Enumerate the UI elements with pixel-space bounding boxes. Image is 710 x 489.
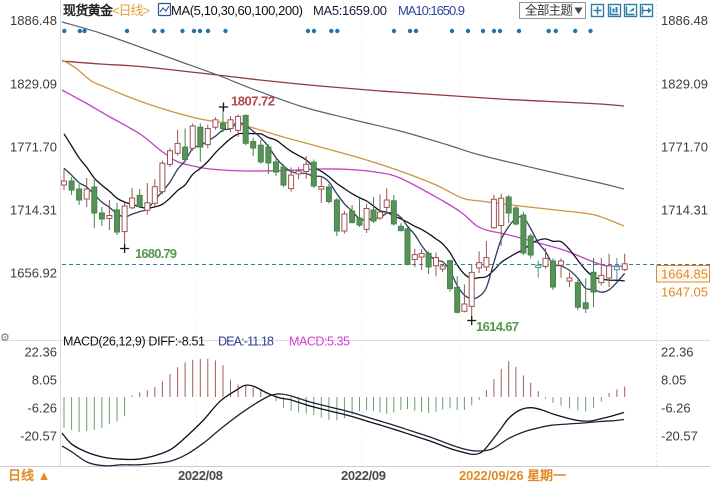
svg-text:8.05: 8.05 [661,373,686,388]
svg-text:全部主题: 全部主题 [525,3,573,18]
svg-text:1886.48: 1886.48 [661,13,708,28]
svg-text:-6.26: -6.26 [661,401,691,416]
svg-text:1829.09: 1829.09 [661,77,708,92]
svg-text:22.36: 22.36 [24,345,57,360]
svg-text:1807.72: 1807.72 [231,94,275,109]
svg-text:DEA:-11.18: DEA:-11.18 [218,335,274,349]
svg-text:现货黄金: 现货黄金 [63,3,114,18]
svg-text:1714.31: 1714.31 [10,203,57,218]
svg-text:1614.67: 1614.67 [476,319,519,334]
svg-text:1714.31: 1714.31 [661,203,708,218]
svg-text:MA5:1659.00: MA5:1659.00 [313,3,387,18]
svg-text:MA(5,10,30,60,100,200): MA(5,10,30,60,100,200) [171,3,303,18]
svg-text:MACD:5.35: MACD:5.35 [289,335,350,349]
svg-text:⚙: ⚙ [0,332,10,344]
svg-text:1886.48: 1886.48 [10,13,57,28]
svg-text:1647.05: 1647.05 [661,285,708,300]
svg-text:-20.57: -20.57 [661,429,698,444]
svg-text:-20.57: -20.57 [20,429,57,444]
svg-text:22.36: 22.36 [661,345,694,360]
svg-text:1771.70: 1771.70 [661,140,708,155]
svg-text:-6.26: -6.26 [27,401,57,416]
svg-text:2022/08: 2022/08 [178,468,223,483]
svg-text:日线 ▲: 日线 ▲ [8,468,50,483]
svg-text:MACD(26,12,9) DIFF:-8.51: MACD(26,12,9) DIFF:-8.51 [63,335,205,349]
svg-text:8.05: 8.05 [32,373,57,388]
svg-text:MA10:1650.9: MA10:1650.9 [398,3,465,18]
svg-text:2022/09: 2022/09 [341,468,386,483]
svg-text:1664.85: 1664.85 [661,267,708,282]
svg-text:1680.79: 1680.79 [135,246,177,261]
svg-text:2022/09/26 星期一: 2022/09/26 星期一 [459,468,566,483]
svg-text:1656.92: 1656.92 [10,266,57,281]
svg-text:1829.09: 1829.09 [10,77,57,92]
svg-text:<日线>: <日线> [112,3,150,18]
svg-text:1771.70: 1771.70 [10,140,57,155]
